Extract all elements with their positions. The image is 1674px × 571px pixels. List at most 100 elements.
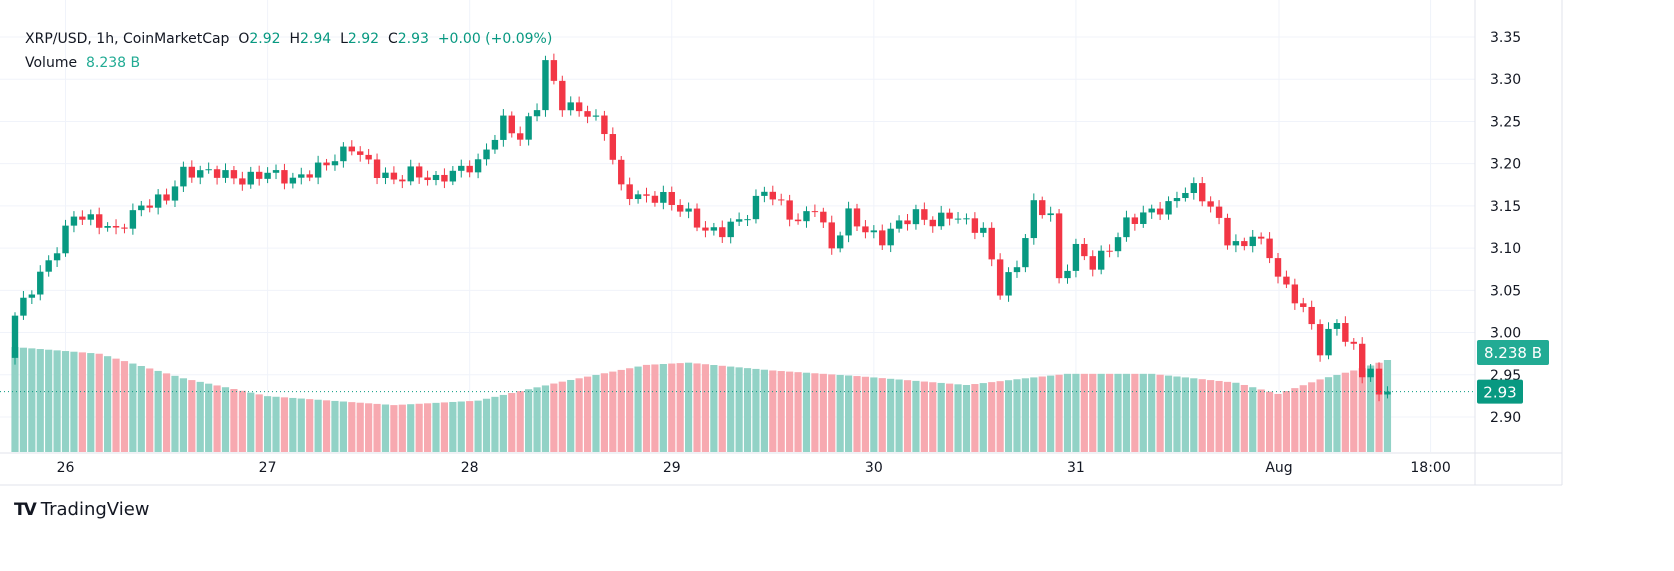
volume-bar [188, 380, 196, 452]
candle-body [500, 115, 507, 140]
y-tick-label: 3.35 [1490, 30, 1521, 46]
x-tick-label: 30 [865, 460, 883, 476]
volume-bar [1350, 370, 1358, 452]
volume-bar [356, 402, 364, 452]
volume-bar [331, 400, 339, 452]
volume-bar [912, 380, 920, 452]
candle-body [306, 174, 313, 178]
y-tick-label: 3.05 [1490, 283, 1521, 299]
volume-bar [95, 353, 103, 452]
volume-bar [1375, 362, 1383, 452]
candle-body [584, 111, 591, 117]
candle-body [904, 220, 911, 225]
candle-body [205, 169, 212, 171]
volume-bar [1063, 373, 1072, 452]
volume-bar [162, 373, 171, 452]
volume-bar [1324, 377, 1333, 452]
candle-body [887, 228, 894, 246]
candle-body [272, 170, 280, 173]
candle-body [1274, 258, 1282, 277]
candle-body [735, 219, 743, 222]
volume-bar [213, 385, 221, 452]
candle-body [1081, 243, 1088, 257]
volume-bar [432, 402, 440, 452]
volume-bar [760, 369, 768, 452]
volume-bar [112, 358, 120, 452]
volume-bar [1341, 372, 1349, 452]
volume-bar [937, 382, 945, 452]
candle-body [1165, 201, 1172, 215]
open-label: O [238, 31, 250, 47]
candle-body [1207, 201, 1214, 207]
volume-bar [1148, 373, 1156, 452]
volume-label[interactable]: Volume [25, 55, 78, 71]
candle-body [239, 178, 246, 185]
symbol-label[interactable]: XRP/USD, 1h, CoinMarketCap [25, 31, 230, 47]
candle-body [1342, 323, 1349, 342]
candle-body [171, 186, 179, 201]
volume-bar [87, 353, 95, 452]
candle-body [37, 271, 44, 295]
candle-body [53, 253, 61, 261]
volume-bar [929, 382, 937, 452]
volume-bar [693, 363, 701, 452]
volume-bar [1223, 381, 1232, 452]
candle-body [508, 115, 515, 134]
candle-body [685, 208, 692, 212]
candle-body [1257, 236, 1265, 239]
candle-body [255, 171, 263, 179]
candle-body [1013, 267, 1021, 273]
volume-bar [61, 351, 70, 452]
ohlc-row: XRP/USD, 1h, CoinMarketCap O2.92 H2.94 L… [25, 27, 552, 51]
volume-bar [1291, 388, 1299, 452]
candle-body [247, 171, 254, 185]
volume-bar [373, 403, 381, 452]
volume-bar [1299, 385, 1307, 452]
volume-bar [550, 383, 558, 452]
candle-body [348, 146, 355, 152]
candle-body [862, 226, 869, 233]
candle-body [525, 116, 532, 140]
open-value: 2.92 [249, 31, 281, 47]
candle-body [45, 260, 52, 272]
volume-bar [802, 372, 811, 452]
candle-body [298, 174, 305, 178]
volume-bar [449, 401, 457, 452]
x-tick-label: Aug [1265, 460, 1292, 476]
candle-body [517, 133, 524, 140]
volume-bar [508, 393, 516, 452]
volume-bar [1265, 391, 1274, 452]
volume-bar [154, 370, 162, 452]
candle-body [289, 177, 297, 184]
candle-body [466, 165, 473, 173]
y-tick-label: 3.25 [1490, 114, 1521, 130]
candle-body [921, 209, 928, 220]
candle-body [340, 146, 347, 162]
tradingview-logo[interactable]: TV TradingView [14, 499, 150, 520]
volume-bar [861, 376, 870, 452]
volume-bar [264, 396, 272, 452]
candle-body [382, 172, 389, 179]
volume-bar [685, 362, 693, 452]
low-label: L [340, 31, 348, 47]
candle-body [778, 199, 785, 201]
volume-bar [407, 404, 415, 452]
volume-bar [1139, 373, 1147, 452]
volume-bar [306, 399, 314, 452]
candle-body [1140, 212, 1147, 224]
volume-bar [971, 384, 979, 452]
volume-bar [962, 384, 971, 452]
candle-body [432, 174, 440, 181]
volume-bar [53, 350, 61, 452]
volume-bar [1122, 373, 1131, 452]
candle-body [441, 174, 448, 182]
candle-body [567, 102, 574, 111]
candle-body [146, 205, 153, 208]
candle-body [357, 151, 364, 155]
volume-bar [45, 349, 53, 452]
candle-body [20, 297, 27, 316]
volume-bar [322, 400, 331, 452]
volume-bar [1358, 368, 1366, 452]
candle-body [112, 226, 120, 228]
